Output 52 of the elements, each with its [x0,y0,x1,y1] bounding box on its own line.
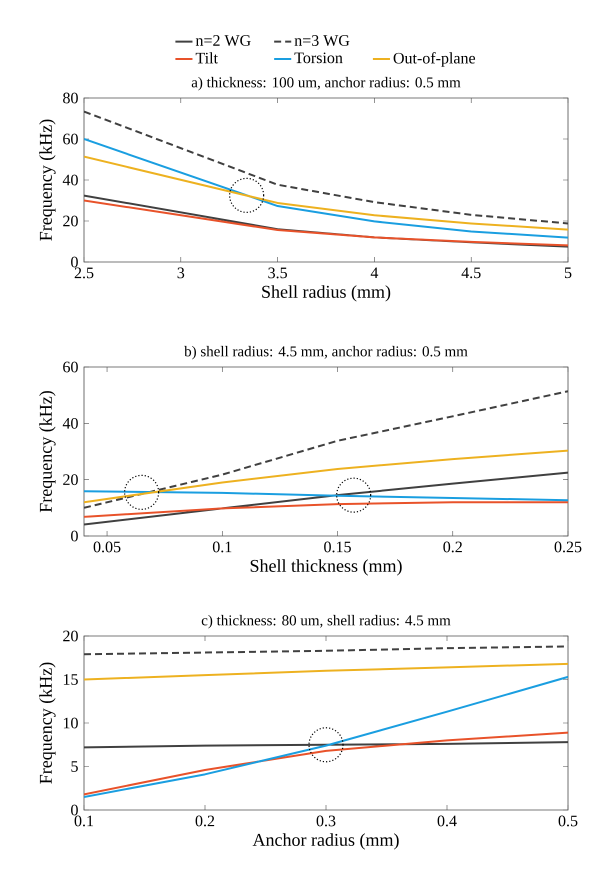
legend-label: Torsion [294,52,343,64]
x-tick-label: 3 [178,268,184,278]
legend-label: Out-of-plane [394,52,476,67]
legend-label: n=2 WG [196,35,251,46]
line-series [84,138,568,239]
x-tick-label: 0.1 [74,816,94,826]
legend-label: n=3 WG [294,35,350,46]
line-series [84,501,568,518]
y-tick-label: 20 [63,474,78,486]
y-axis-title: Frequency (kHz) [39,120,56,241]
y-tick-label: 60 [63,362,78,372]
y-tick-label: 20 [63,216,78,226]
y-tick-label: 40 [62,174,78,186]
legend-label: Tilt [196,52,218,64]
y-axis-title: Frequency (kHz) [39,391,56,512]
x-tick-label: 0.2 [443,542,462,552]
line-series [84,490,568,502]
x-tick-label: 5 [564,268,572,278]
y-tick-label: 20 [63,630,78,642]
line-series [84,450,568,504]
y-tick-label: 5 [71,761,78,772]
x-tick-label: 2.5 [74,268,94,278]
x-axis-title: Shell thickness (mm) [250,559,402,576]
y-tick-label: 40 [62,418,78,429]
x-tick-label: 4.5 [462,268,481,278]
x-axis-title: Anchor radius (mm) [252,833,399,850]
y-tick-label: 0 [71,804,78,816]
x-tick-label: 0.5 [558,816,578,826]
x-tick-label: 0.4 [438,816,457,826]
x-tick-label: 0.1 [212,542,232,552]
x-tick-label: 0.05 [94,542,120,552]
x-axis-title: Shell radius (mm) [262,285,390,302]
line-series [84,662,568,681]
chart-title: a) thickness: 100 um, anchor radius: 0.5 mm [192,76,461,90]
x-tick-label: 3.5 [268,268,287,278]
line-series [84,156,568,231]
y-tick-label: 60 [63,134,78,144]
x-tick-label: 0.3 [316,816,336,826]
y-tick-label: 0 [71,256,78,268]
y-tick-label: 80 [63,92,78,104]
x-tick-label: 0.25 [554,542,582,552]
line-series [84,676,568,798]
x-tick-label: 4 [370,268,378,278]
x-tick-label: 0.15 [324,542,351,552]
line-series [84,732,568,796]
y-tick-label: 0 [71,530,78,542]
chart-title: b) shell radius: 4.5 mm, anchor radius: 0.5 mm [184,346,468,360]
chart-title: c) thickness: 80 um, shell radius: 4.5 mm [202,614,451,628]
y-axis-title: Frequency (kHz) [39,662,56,784]
x-tick-label: 0.2 [196,816,214,826]
y-tick-label: 15 [64,674,78,685]
y-tick-label: 10 [64,718,78,728]
